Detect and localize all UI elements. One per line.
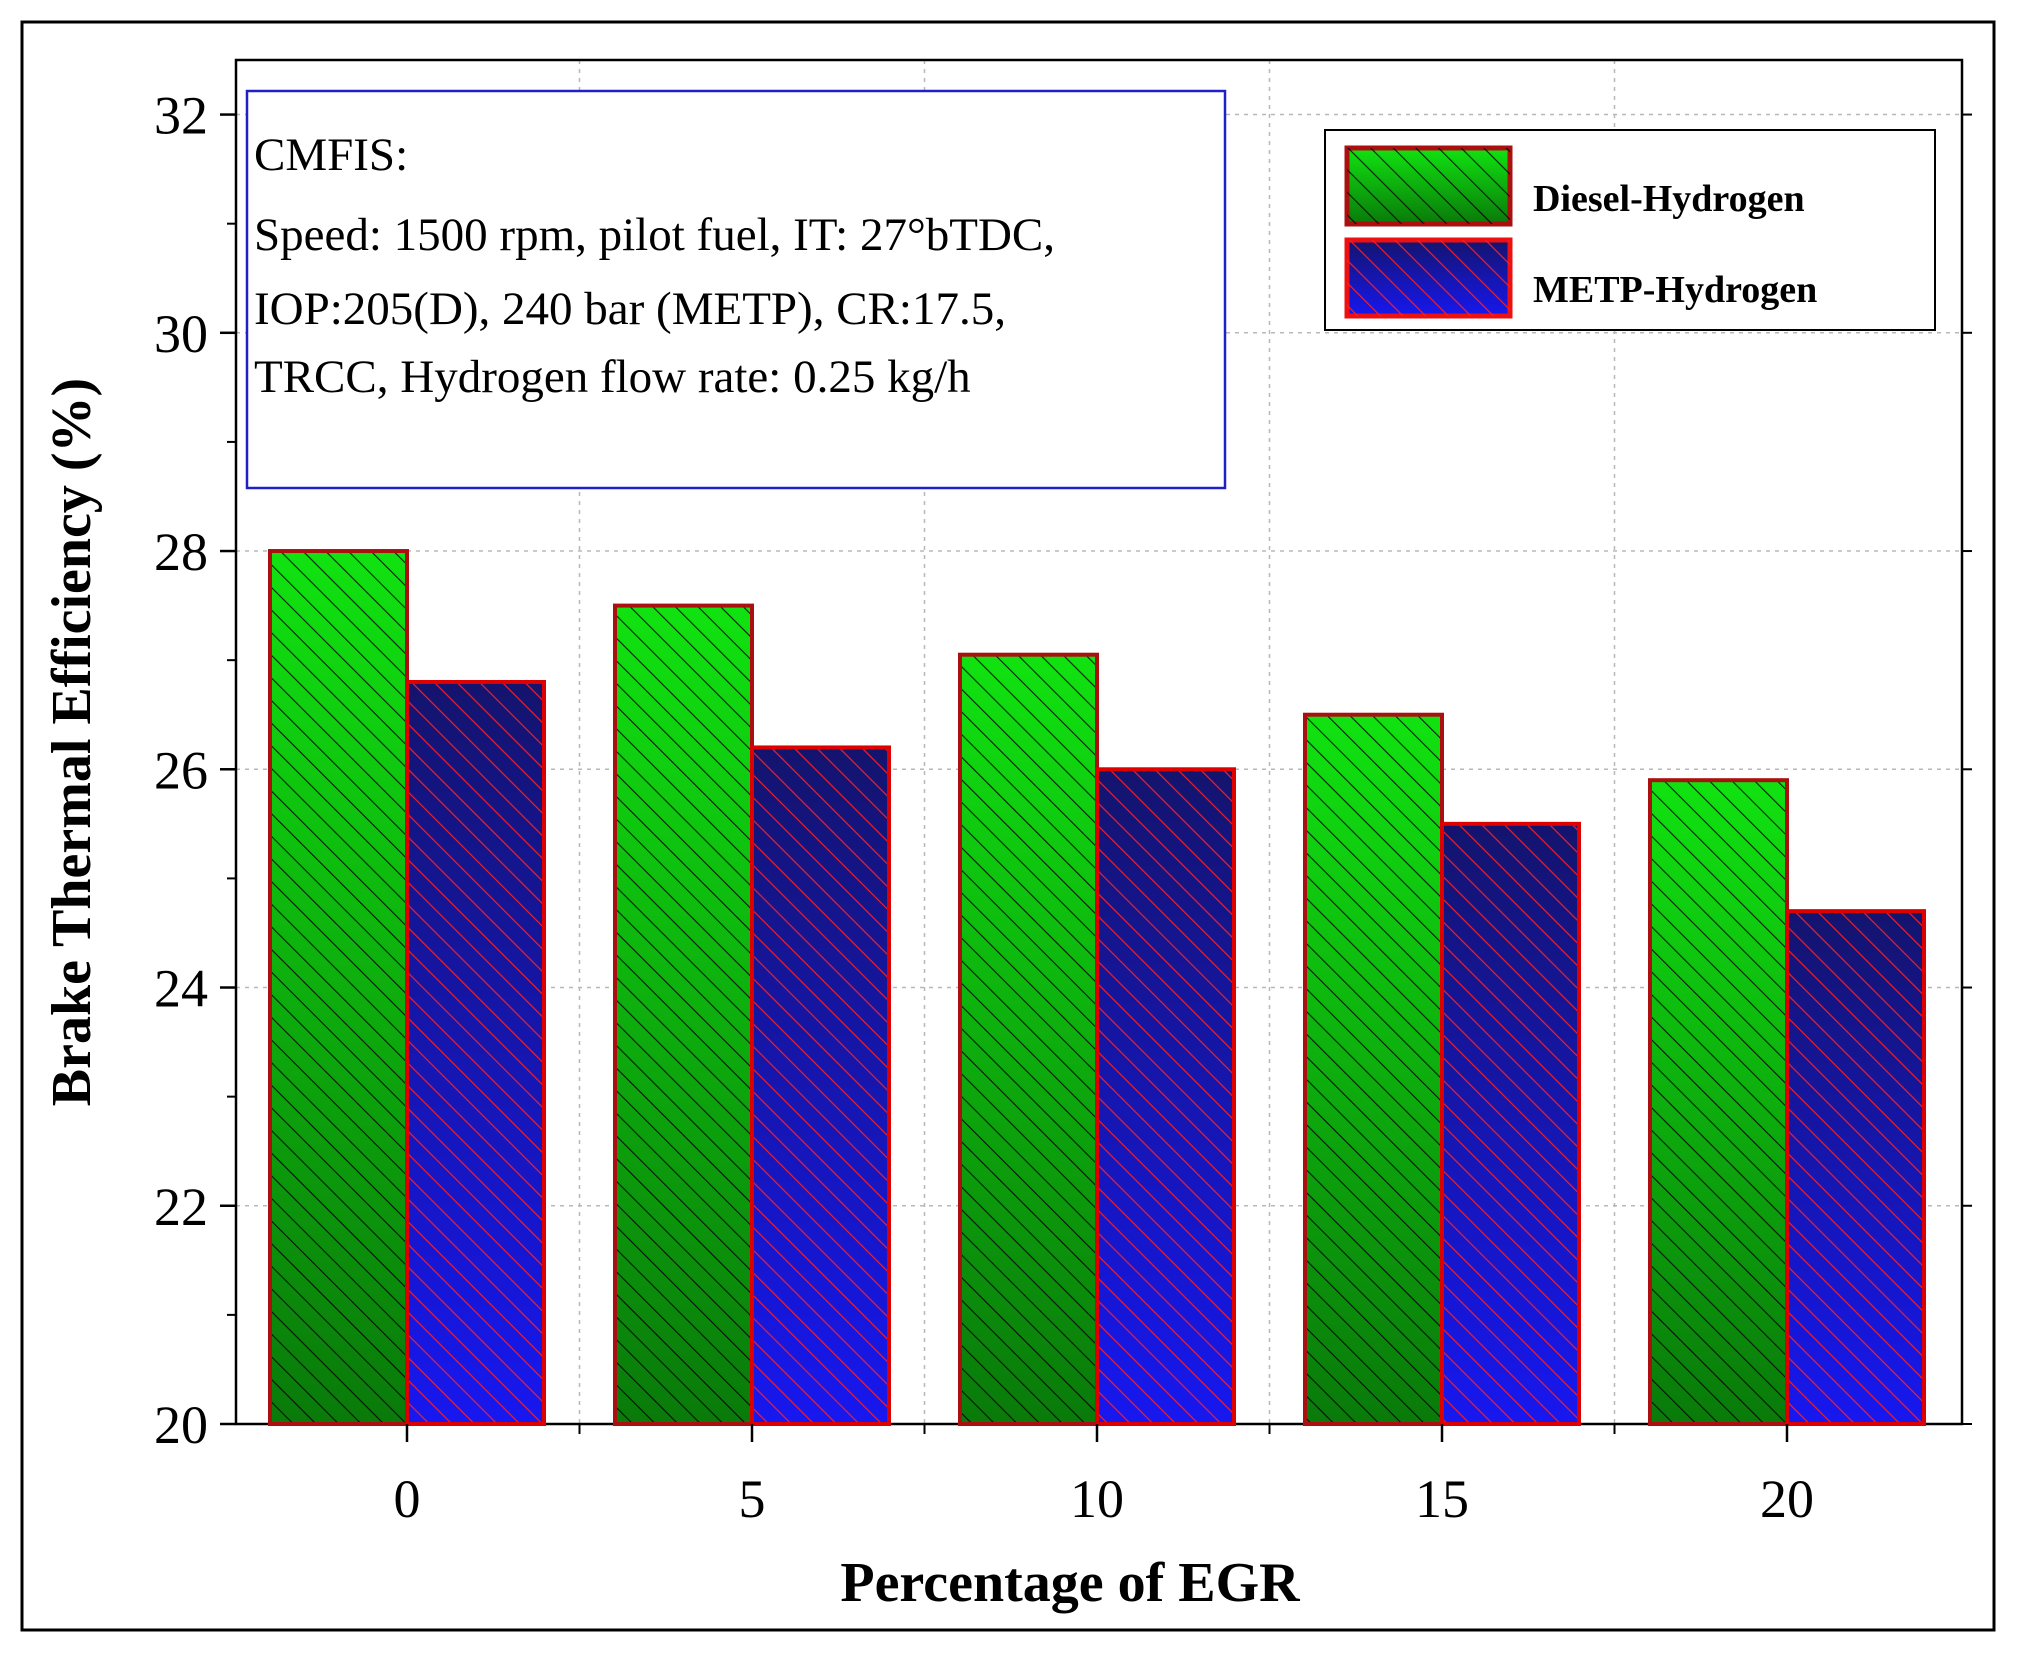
legend-swatch-hatch-metp [1347, 240, 1510, 316]
y-tick-label-2: 24 [154, 959, 208, 1019]
axes: 20 22 24 26 28 30 32 0 5 10 15 20 [154, 86, 1972, 1529]
annotation-frame [245, 89, 1227, 490]
y-tick-label-3: 26 [154, 740, 208, 800]
bar-edge-metp-15 [1440, 821, 1581, 1426]
bar-hatch-diesel-20 [1650, 780, 1787, 1424]
annotation-line-1: CMFIS: [254, 129, 408, 181]
bar-hatch-diesel-0 [270, 551, 407, 1424]
legend-item-metp-hydrogen: METP-Hydrogen [1344, 237, 1817, 319]
bar-hatch-metp-0 [407, 681, 544, 1424]
x-tick-label-2: 10 [1070, 1469, 1124, 1529]
figure-frame [20, 20, 1996, 1632]
legend-item-diesel-hydrogen: Diesel-Hydrogen [1344, 145, 1805, 227]
y-axis-title: Brake Thermal Efficiency (%) [41, 378, 103, 1106]
x-tick-label-3: 15 [1415, 1469, 1469, 1529]
annotation-line-4: TRCC, Hydrogen flow rate: 0.25 kg/h [254, 351, 971, 403]
bar-edge-metp-20 [1785, 909, 1926, 1426]
legend: Diesel-Hydrogen METP-Hydrogen [1324, 129, 1936, 331]
legend-label-diesel-hydrogen: Diesel-Hydrogen [1533, 178, 1805, 220]
bar-hatch-metp-20 [1787, 911, 1924, 1424]
y-tick-label-1: 22 [154, 1177, 208, 1237]
bar-hatch-metp-5 [752, 747, 889, 1424]
bar-hatch-metp-15 [1442, 823, 1579, 1424]
x-tick-label-1: 5 [739, 1469, 766, 1529]
bar-edge-metp-5 [750, 745, 891, 1426]
bar-hatch-diesel-5 [615, 605, 752, 1424]
bars [268, 549, 1926, 1426]
x-tick-label-0: 0 [394, 1469, 421, 1529]
y-tick-label-4: 28 [154, 522, 208, 582]
annotation-line-2: Speed: 1500 rpm, pilot fuel, IT: 27°bTDC… [254, 209, 1055, 261]
bar-hatch-diesel-10 [960, 654, 1097, 1424]
x-axis-title: Percentage of EGR [840, 1552, 1300, 1614]
annotation-box: CMFIS: Speed: 1500 rpm, pilot fuel, IT: … [245, 89, 1227, 490]
legend-label-metp-hydrogen: METP-Hydrogen [1533, 269, 1817, 311]
bar-hatch-diesel-15 [1305, 714, 1442, 1424]
bar-edge-metp-0 [405, 679, 546, 1426]
y-tick-label-5: 30 [154, 304, 208, 364]
y-tick-label-0: 20 [154, 1395, 208, 1455]
legend-swatch-hatch-diesel [1347, 148, 1510, 224]
bar-hatch-metp-10 [1097, 769, 1234, 1424]
x-tick-label-4: 20 [1760, 1469, 1814, 1529]
y-tick-label-6: 32 [154, 86, 208, 146]
annotation-line-3: IOP:205(D), 240 bar (METP), CR:17.5, [254, 283, 1006, 335]
bar-edge-metp-10 [1095, 767, 1236, 1426]
